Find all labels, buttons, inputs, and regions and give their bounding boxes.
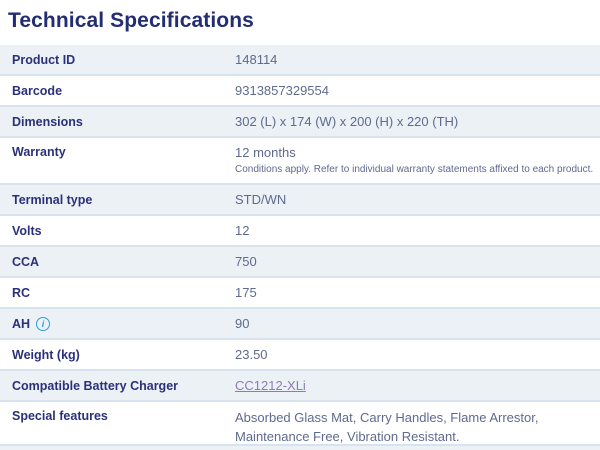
spec-value: 23.50 bbox=[235, 347, 268, 362]
spec-row-barcode: Barcode 9313857329554 bbox=[0, 76, 600, 107]
spec-label: Warranty bbox=[12, 145, 66, 159]
spec-label: Barcode bbox=[12, 83, 63, 98]
info-icon[interactable]: i bbox=[36, 316, 51, 331]
spec-label: Terminal type bbox=[12, 192, 93, 207]
spec-value: STD/WN bbox=[235, 192, 287, 207]
next-row-partial bbox=[0, 446, 600, 450]
spec-row-weight: Weight (kg) 23.50 bbox=[0, 340, 600, 371]
spec-value: Absorbed Glass Mat, Carry Handles, Flame… bbox=[235, 410, 539, 444]
warranty-value: 12 months bbox=[235, 145, 296, 160]
spec-value: CC1212-XLi bbox=[235, 378, 600, 393]
spec-row-battery-charger: Compatible Battery Charger CC1212-XLi bbox=[0, 371, 600, 402]
spec-value: 750 bbox=[235, 254, 257, 269]
ah-label-text: AH bbox=[12, 316, 31, 331]
spec-row-rc: RC 175 bbox=[0, 278, 600, 309]
spec-label: AH i bbox=[12, 316, 235, 331]
spec-label: Product ID bbox=[12, 52, 76, 67]
spec-row-dimensions: Dimensions 302 (L) x 174 (W) x 200 (H) x… bbox=[0, 107, 600, 138]
spec-label: Volts bbox=[12, 223, 42, 238]
spec-row-cca: CCA 750 bbox=[0, 247, 600, 278]
spec-value: 12 months Conditions apply. Refer to ind… bbox=[235, 145, 600, 175]
charger-link[interactable]: CC1212-XLi bbox=[235, 378, 306, 393]
spec-value: 302 (L) x 174 (W) x 200 (H) x 220 (TH) bbox=[235, 114, 459, 129]
spec-label: Compatible Battery Charger bbox=[12, 378, 179, 393]
spec-row-volts: Volts 12 bbox=[0, 216, 600, 247]
spec-value: 9313857329554 bbox=[235, 83, 329, 98]
spec-label: Special features bbox=[12, 409, 108, 423]
spec-label: Dimensions bbox=[12, 114, 83, 129]
spec-row-special-features: Special features Absorbed Glass Mat, Car… bbox=[0, 402, 600, 446]
spec-label: CCA bbox=[12, 254, 40, 269]
warranty-conditions-note: Conditions apply. Refer to individual wa… bbox=[235, 164, 594, 175]
spec-row-warranty: Warranty 12 months Conditions apply. Ref… bbox=[0, 138, 600, 185]
spec-label: RC bbox=[12, 285, 31, 300]
specifications-table: Product ID 148114 Barcode 9313857329554 … bbox=[0, 45, 600, 450]
spec-value: 175 bbox=[235, 285, 257, 300]
spec-label: Weight (kg) bbox=[12, 347, 80, 362]
spec-value: 12 bbox=[235, 223, 250, 238]
spec-value: 90 bbox=[235, 316, 250, 331]
spec-row-ah: AH i 90 bbox=[0, 309, 600, 340]
spec-row-product-id: Product ID 148114 bbox=[0, 45, 600, 76]
spec-row-terminal-type: Terminal type STD/WN bbox=[0, 185, 600, 216]
spec-value: 148114 bbox=[235, 52, 278, 67]
page-title: Technical Specifications bbox=[8, 9, 254, 32]
